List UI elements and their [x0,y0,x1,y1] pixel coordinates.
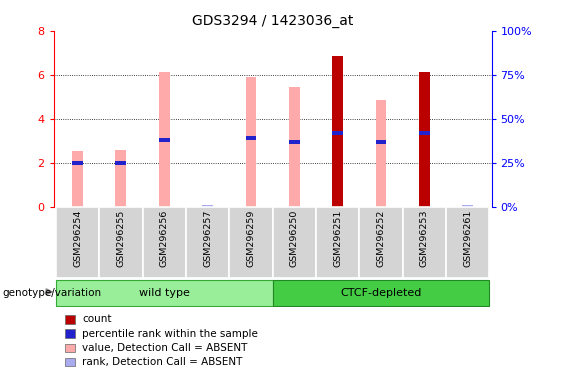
Bar [56,280,272,306]
Bar [462,205,473,207]
Bar [115,150,127,207]
Bar [159,71,170,207]
Bar [56,207,99,278]
Text: count: count [82,314,111,324]
Bar [186,207,229,278]
Bar [359,207,403,278]
Bar [99,207,142,278]
Text: GSM296257: GSM296257 [203,210,212,267]
Bar [72,161,83,165]
Bar [272,280,489,306]
Bar [229,207,272,278]
Text: GSM296251: GSM296251 [333,210,342,267]
Bar [142,207,186,278]
Text: genotype/variation: genotype/variation [3,288,102,298]
Bar [376,140,386,144]
Bar [272,207,316,278]
Bar [246,136,257,140]
Text: CTCF-depleted: CTCF-depleted [340,288,421,298]
Text: GSM296261: GSM296261 [463,210,472,267]
Bar [316,207,359,278]
Text: GSM296255: GSM296255 [116,210,125,267]
Bar [159,138,170,142]
Bar [289,87,299,207]
Bar [246,77,257,207]
Bar [419,131,430,136]
Title: GDS3294 / 1423036_at: GDS3294 / 1423036_at [192,14,353,28]
Bar [289,140,299,144]
Text: GSM296256: GSM296256 [160,210,169,267]
Bar [376,100,386,207]
Text: GSM296259: GSM296259 [246,210,255,267]
Text: GSM296250: GSM296250 [290,210,299,267]
Bar [419,71,430,207]
Bar [72,151,83,207]
Text: wild type: wild type [139,288,190,298]
Bar [446,207,489,278]
Text: value, Detection Call = ABSENT: value, Detection Call = ABSENT [82,343,247,353]
Bar [332,56,343,207]
Text: GSM296252: GSM296252 [376,210,385,267]
Bar [202,205,213,207]
Text: GSM296253: GSM296253 [420,210,429,267]
Text: percentile rank within the sample: percentile rank within the sample [82,329,258,339]
Text: GSM296254: GSM296254 [73,210,82,267]
Bar [115,161,127,165]
Text: rank, Detection Call = ABSENT: rank, Detection Call = ABSENT [82,357,242,367]
Bar [403,207,446,278]
Bar [332,131,343,136]
